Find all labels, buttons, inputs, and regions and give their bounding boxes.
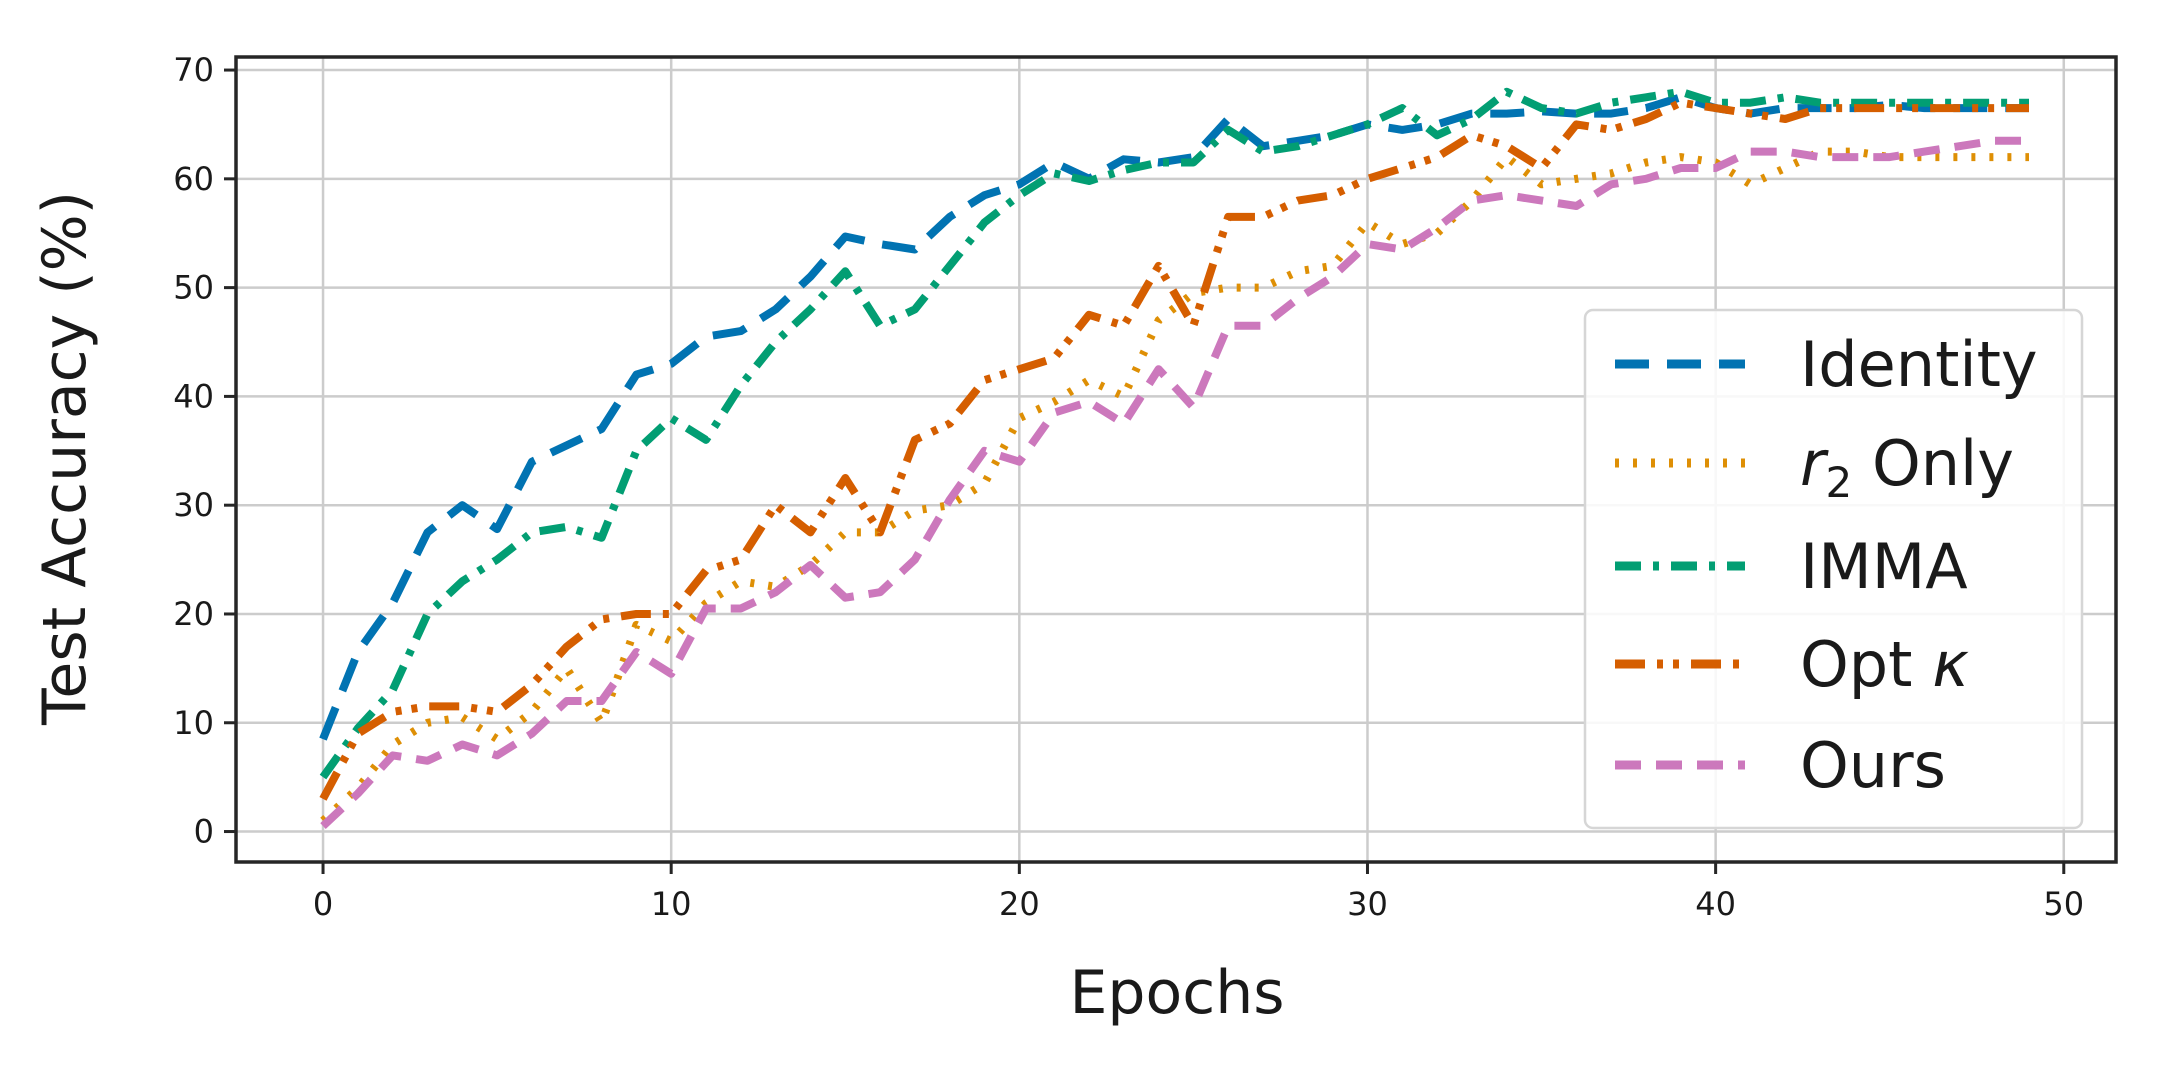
legend-label: Opt κ (1800, 628, 1969, 701)
series-line-5 (320, 136, 2029, 830)
y-axis-label: Test Accuracy (%) (30, 191, 100, 726)
series-line-1 (319, 93, 2029, 741)
x-tick-label: 20 (999, 885, 1040, 923)
x-tick-label: 30 (1347, 885, 1388, 923)
x-axis-label: Epochs (1070, 958, 1285, 1028)
y-tick-label: 20 (173, 595, 214, 633)
series-line-4 (319, 98, 2029, 801)
y-tick-label: 30 (173, 486, 214, 524)
series-layer (319, 87, 2029, 830)
y-tick-label: 60 (173, 160, 214, 198)
legend-label-rest: Only (1852, 427, 2014, 500)
legend-label-text: IMMA (1800, 530, 1968, 603)
legend-label-rest: Opt (1800, 628, 1932, 701)
x-tick-label: 50 (2043, 885, 2084, 923)
legend: Identity r2 Only IMMA Opt κ Ours (1583, 308, 2084, 830)
legend-label-subscript: 2 (1826, 458, 1853, 507)
y-tick-label: 10 (173, 704, 214, 742)
legend-label-italic: r (1800, 427, 1829, 500)
series-line-3 (319, 87, 2029, 780)
y-tick-label: 70 (173, 51, 214, 89)
y-tick-label: 40 (173, 377, 214, 415)
legend-label-text: Identity (1800, 328, 2038, 401)
x-tick-label: 40 (1695, 885, 1736, 923)
x-tick-label: 10 (651, 885, 692, 923)
legend-label: r2 Only (1800, 427, 2014, 507)
legend-label: IMMA (1800, 530, 1968, 603)
legend-label-italic: κ (1932, 628, 1969, 701)
y-tick-label: 0 (194, 813, 214, 851)
y-tick-label: 50 (173, 269, 214, 307)
plot-frame (234, 55, 2118, 864)
legend-label-text: Ours (1800, 729, 1946, 802)
legend-label: Identity (1800, 328, 2038, 401)
legend-box (1583, 308, 2084, 830)
legend-label: Ours (1800, 729, 1946, 802)
x-tick-label: 0 (313, 885, 333, 923)
axes-layer: 0 10 20 30 40 50 0 10 20 30 40 50 60 70 (173, 51, 2118, 923)
